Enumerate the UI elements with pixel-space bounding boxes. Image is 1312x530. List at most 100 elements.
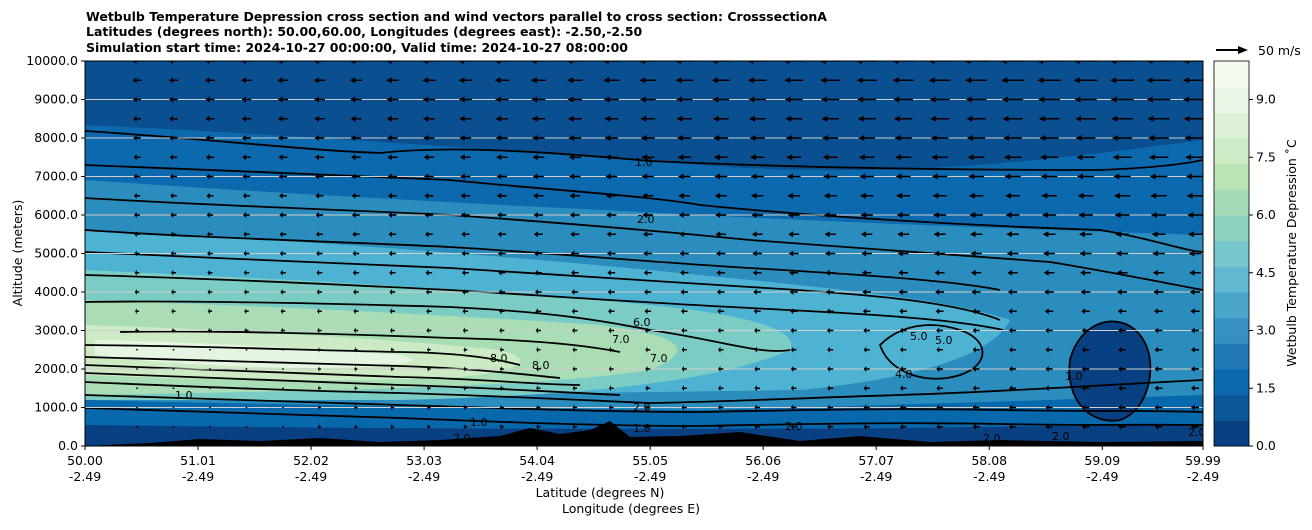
wind-vector (1113, 173, 1131, 180)
contour-label: 2.0 (453, 432, 471, 445)
wind-vector (172, 406, 175, 409)
wind-vector (1073, 61, 1098, 64)
wind-vector (752, 269, 762, 276)
wind-vector (1186, 192, 1203, 199)
wind-vector (245, 406, 248, 409)
wind-vector (353, 308, 359, 315)
wind-vector (1004, 173, 1021, 180)
wind-vector (1151, 231, 1166, 238)
wind-vector (353, 327, 359, 334)
wind-vector (754, 385, 760, 392)
wind-vector (1044, 308, 1054, 315)
wind-vector (354, 385, 358, 392)
wind-vector (930, 115, 950, 122)
wind-vector (645, 385, 651, 392)
wind-vector (1042, 231, 1056, 238)
x-tick-label-lon: -2.49 (860, 469, 892, 484)
wind-vector (1154, 366, 1163, 372)
wind-vector (754, 366, 760, 372)
wind-vector (859, 192, 874, 199)
wind-vector (790, 308, 798, 315)
wind-vector (754, 423, 760, 430)
wind-vector (894, 135, 912, 141)
wind-vector (1007, 289, 1018, 295)
wind-vector (969, 231, 983, 238)
colorbar-band (1214, 112, 1249, 139)
wind-vector (353, 289, 359, 295)
contour-lines (85, 130, 1203, 427)
wind-vector (390, 423, 395, 430)
wind-vector (863, 366, 870, 372)
wind-vector (639, 96, 656, 103)
wind-vector (608, 346, 614, 353)
wind-vector (678, 192, 691, 199)
wind-vector (1112, 154, 1132, 161)
wind-vector (785, 115, 803, 122)
colorbar-band (1214, 61, 1249, 88)
colorbar-band (1214, 240, 1249, 267)
wind-vector (750, 192, 764, 199)
wind-vector (426, 327, 432, 334)
wind-vector (386, 96, 399, 103)
title-line-1: Wetbulb Temperature Depression cross sec… (86, 9, 827, 24)
wind-vector (278, 135, 288, 141)
wind-vector (422, 96, 436, 103)
wind-vector (748, 96, 766, 103)
wind-vector (169, 135, 178, 141)
wind-vector (427, 346, 431, 353)
wind-vector (499, 423, 504, 430)
wind-vector (608, 308, 615, 315)
chart-title: Wetbulb Temperature Depression cross sec… (86, 9, 827, 55)
wind-vector (316, 289, 323, 295)
wind-vector (349, 77, 362, 84)
wind-vector (1110, 77, 1135, 84)
wind-vector (1118, 423, 1126, 430)
wind-vector (680, 308, 688, 315)
wind-vector (204, 61, 216, 64)
wind-vector (209, 387, 211, 390)
wind-vector (933, 231, 946, 238)
wind-vector (932, 192, 947, 199)
y-axis-label: Altitude (meters) (10, 200, 25, 307)
wind-vector (826, 327, 834, 334)
wind-vector (1154, 346, 1163, 353)
wind-vector (171, 327, 176, 334)
wind-vector (1183, 96, 1203, 103)
wind-vector (427, 404, 431, 411)
plot-area: 1.0 2.0 6.0 7.0 8.0 8.0 7.0 5.0 5.0 4.0 … (85, 61, 1203, 446)
wind-vector (495, 115, 509, 122)
wind-vector (387, 154, 398, 161)
wind-vector (388, 231, 397, 238)
wind-vector (935, 308, 944, 315)
wind-vector (608, 385, 614, 392)
wind-vector (388, 212, 397, 218)
wind-vector (1115, 231, 1129, 238)
wind-vector (245, 368, 248, 370)
colorbar-tick-label: 3.0 (1256, 323, 1276, 338)
wind-vector (972, 308, 981, 315)
colorbar-band (1214, 163, 1249, 190)
wind-vector (532, 154, 545, 161)
wind-vector (499, 346, 504, 353)
x-tick-label-lat: 52.02 (293, 453, 329, 468)
wind-vector (279, 250, 286, 257)
wind-vector (642, 231, 653, 238)
wind-vector (754, 404, 760, 411)
wind-vector (497, 231, 507, 238)
wind-vector (1118, 385, 1126, 392)
wind-vector (536, 423, 541, 430)
wind-vector (533, 212, 544, 218)
wind-vector (789, 269, 799, 276)
wind-vector (970, 250, 982, 257)
wind-vector (1000, 61, 1025, 64)
wind-vector (245, 348, 248, 351)
wind-vector (718, 404, 724, 411)
wind-vector (1081, 327, 1090, 334)
wind-vector (679, 231, 690, 238)
x-tick-label-lat: 59.99 (1185, 453, 1221, 468)
colorbar-tick-label: 7.5 (1256, 149, 1276, 164)
wind-vector (715, 231, 726, 238)
wind-vector (644, 327, 651, 334)
wind-vector (936, 385, 943, 392)
contour-line (85, 164, 1203, 253)
